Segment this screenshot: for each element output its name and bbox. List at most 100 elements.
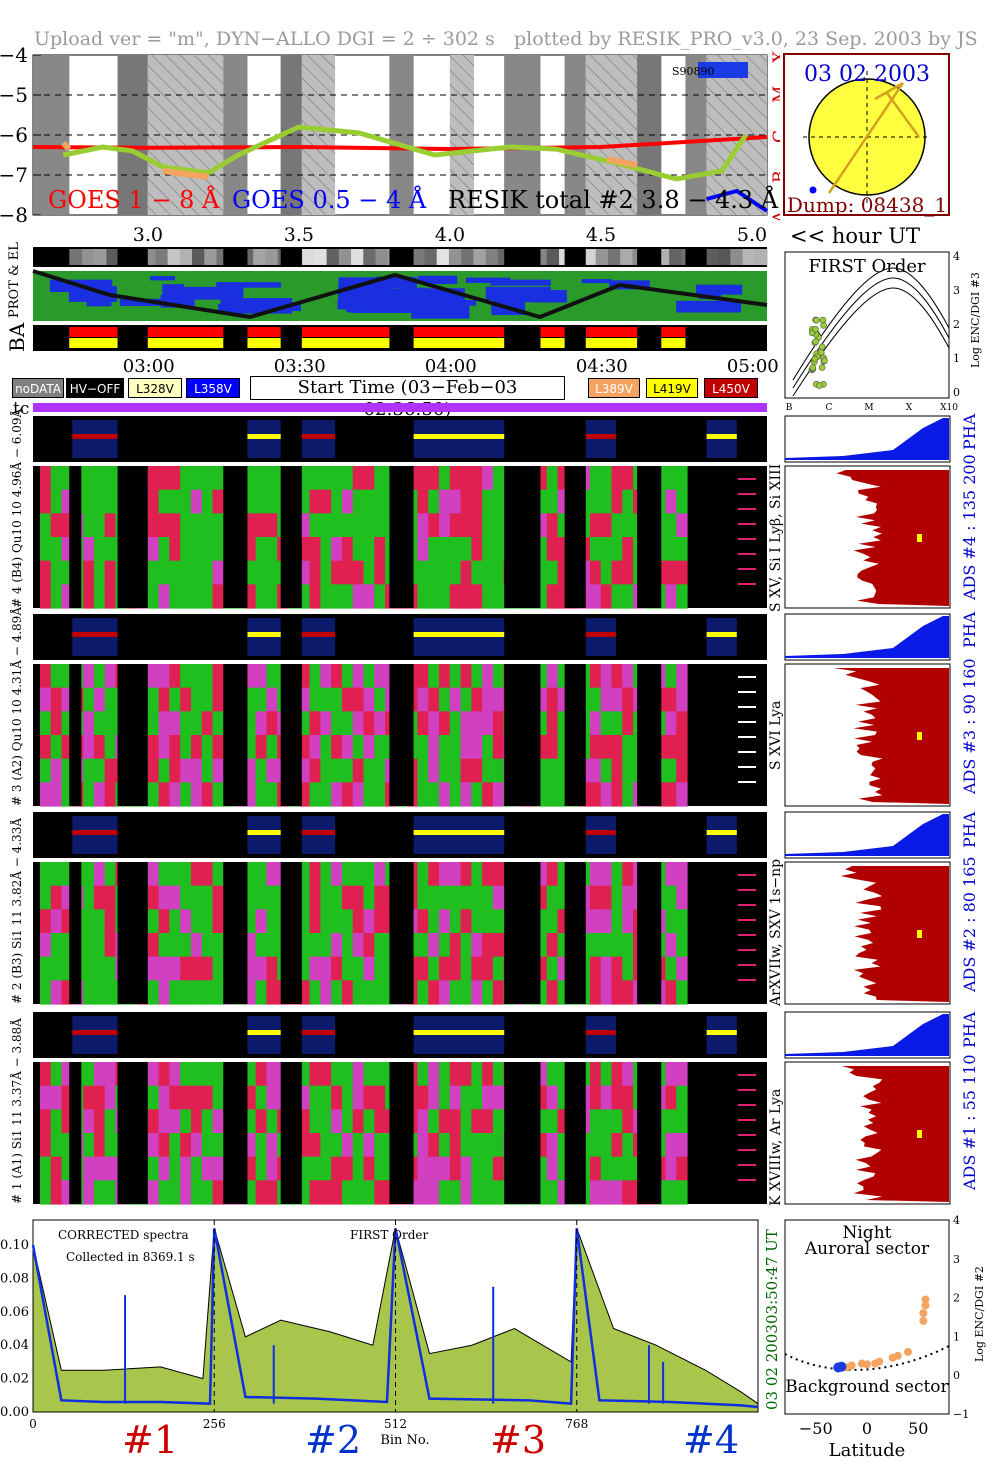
- ch3-cell-24-0: [298, 1062, 311, 1087]
- ch1-cell-42-1: [492, 687, 505, 712]
- ch1-cell-11-2: [158, 711, 170, 736]
- resik-alt-seg-1: [606, 156, 638, 168]
- ch2-cell-37-5: [438, 980, 451, 1005]
- ch0-cell-41-4: [482, 560, 494, 585]
- ch1-cell-42-0: [492, 664, 505, 689]
- ch0-cell-59-1: [676, 489, 688, 514]
- ch1-cell-25-1: [309, 687, 321, 712]
- ch1-cell-37-2: [438, 711, 451, 736]
- ch1-cell-6-1: [104, 687, 117, 712]
- ch3-cell-24-4: [298, 1156, 311, 1181]
- ch2-cell-30-3: [363, 933, 375, 958]
- ch0-cell-51-0: [589, 466, 602, 491]
- fo-ytick-3: 1: [953, 352, 960, 365]
- ch1-cell-28-0: [341, 664, 354, 689]
- ch0-cell-1-1: [50, 489, 63, 514]
- ch2-cell-59-4: [676, 956, 688, 981]
- ch1-off-2: [223, 664, 248, 806]
- ch1-cell-4-0: [83, 664, 95, 689]
- ch1-cell-38-2: [449, 711, 462, 736]
- ch1-off-7: [637, 664, 662, 806]
- ch0-cell-11-1: [158, 489, 170, 514]
- ch2-cell-48-0: [557, 862, 569, 887]
- ch2-cell-47-2: [546, 909, 559, 934]
- ch0-cell-53-0: [611, 466, 623, 491]
- ch1-cell-48-4: [557, 758, 569, 783]
- ch0-cell-1-0: [50, 466, 63, 491]
- ch3-cell-0-5: [40, 1180, 52, 1205]
- prot-blob-35: [171, 290, 211, 296]
- ch0-cell-0-5: [40, 584, 52, 609]
- ch3-cell-20-3: [255, 1133, 268, 1158]
- fo-xtick-4: X10: [940, 403, 958, 413]
- ch1-cell-42-2: [492, 711, 505, 736]
- ch0-cell-13-5: [180, 584, 192, 609]
- ch2-cell-26-2: [320, 909, 332, 934]
- ch2-tick-6: [738, 964, 756, 966]
- ch3-cell-41-4: [482, 1156, 494, 1181]
- ch0-cell-29-5: [352, 584, 365, 609]
- ch0-cell-6-5: [104, 584, 117, 609]
- ch1-cell-2-3: [61, 735, 73, 760]
- ch0-cell-5-0: [93, 466, 106, 491]
- ch2-cell-42-4: [492, 956, 505, 981]
- ch2-cell-53-0: [611, 862, 623, 887]
- ch2-cell-54-1: [622, 885, 634, 910]
- ch0-cell-11-4: [158, 560, 170, 585]
- ch0-cell-39-1: [460, 489, 472, 514]
- sun-date: 03 02 2003: [804, 62, 930, 87]
- ch2-cell-28-4: [341, 956, 354, 981]
- ch2-pha-line-1: [247, 830, 281, 835]
- ch1-cell-53-3: [611, 735, 623, 760]
- ch0-cell-37-0: [438, 466, 451, 491]
- ch0-cell-13-3: [180, 537, 192, 562]
- ch1-cell-6-3: [104, 735, 117, 760]
- ch2-cell-59-0: [676, 862, 688, 887]
- ch0-off-3: [280, 466, 302, 608]
- ch3-cell-52-1: [600, 1085, 613, 1110]
- ch1-cell-51-0: [589, 664, 602, 689]
- ch3-cell-4-1: [83, 1085, 95, 1110]
- ch0-cell-47-5: [546, 584, 559, 609]
- ch2-cell-58-2: [665, 909, 677, 934]
- gray-cell-31: [412, 249, 425, 265]
- ch3-pha-line-1: [247, 1030, 281, 1035]
- ch0-cell-26-4: [320, 560, 332, 585]
- ch2-cell-46-5: [536, 980, 548, 1005]
- ch1-cell-26-3: [320, 735, 332, 760]
- ch3-cell-29-0: [352, 1062, 365, 1087]
- ch0-cell-42-1: [492, 489, 505, 514]
- ch2-cell-53-2: [611, 909, 623, 934]
- goes-xtick-2: 4.0: [434, 224, 466, 246]
- ch3-cell-24-5: [298, 1180, 311, 1205]
- ch3-cell-12-1: [169, 1085, 181, 1110]
- ch0-cell-47-3: [546, 537, 559, 562]
- ch3-cell-47-2: [546, 1109, 559, 1134]
- ch2-cell-20-5: [255, 980, 268, 1005]
- ch2-cell-11-2: [158, 909, 170, 934]
- ch0-cell-2-5: [61, 584, 73, 609]
- ch1-cell-16-4: [212, 758, 224, 783]
- prot-el-label: PROT & EL: [7, 242, 22, 318]
- ch2-cell-38-0: [449, 862, 462, 887]
- ch0-tick-0: [738, 478, 756, 480]
- ch0-cell-58-4: [665, 560, 677, 585]
- ba-yellow-4: [413, 338, 505, 348]
- ch3-cell-11-0: [158, 1062, 170, 1087]
- gray-cell-14: [204, 249, 217, 265]
- ch2-cell-52-2: [600, 909, 613, 934]
- ch1-cell-59-2: [676, 711, 688, 736]
- ch0-cell-13-2: [180, 513, 192, 538]
- ch2-cell-21-0: [266, 862, 278, 887]
- ch2-cell-27-1: [331, 885, 343, 910]
- ch0-cell-38-4: [449, 560, 462, 585]
- ch0-cell-30-5: [363, 584, 375, 609]
- ch1-off-0: [69, 664, 82, 806]
- ch2-cell-10-1: [147, 885, 160, 910]
- ch1-cell-25-4: [309, 758, 321, 783]
- ch1-cell-48-0: [557, 664, 569, 689]
- ba-red-2: [247, 327, 281, 337]
- spectrum-first-order: FIRST Order: [350, 1228, 428, 1242]
- ch2-cell-20-3: [255, 933, 268, 958]
- ch3-cell-28-3: [341, 1133, 354, 1158]
